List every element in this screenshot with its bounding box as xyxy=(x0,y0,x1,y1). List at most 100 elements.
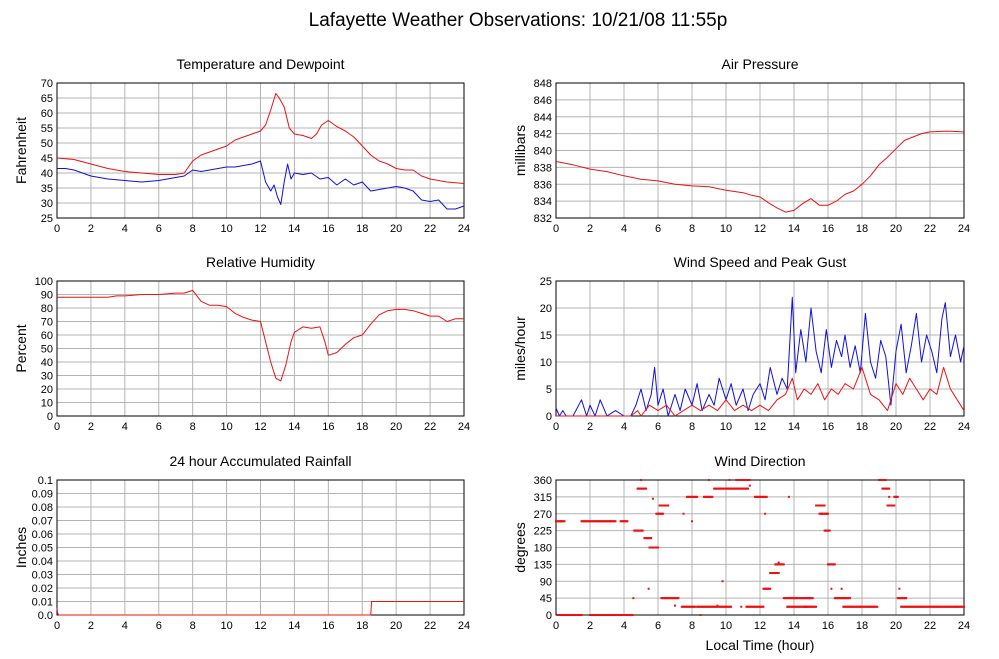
direction-point xyxy=(614,520,617,523)
direction-point xyxy=(888,487,891,490)
chart-humidity: 0 2 4 6 8 10 12 14 16 18 20 22 240102030405060708090… xyxy=(13,254,470,433)
direction-point xyxy=(632,597,635,600)
direction-point xyxy=(699,614,702,616)
y-axis-label: millibars xyxy=(512,125,528,176)
direction-point xyxy=(747,487,750,490)
direction-point xyxy=(748,479,751,481)
direction-point xyxy=(869,605,872,608)
direction-point xyxy=(808,597,811,600)
y-tick-label: 0.08 xyxy=(32,502,53,514)
x-tick-label: 0 xyxy=(54,620,60,632)
direction-point xyxy=(696,495,699,498)
series-line-1 xyxy=(555,130,965,213)
x-tick-label: 24 xyxy=(458,620,470,632)
direction-point xyxy=(830,587,833,590)
x-tick-label: 24 xyxy=(458,421,470,433)
y-tick-label: 836 xyxy=(534,179,552,191)
x-tick-label: 24 xyxy=(958,421,970,433)
y-tick-label: 848 xyxy=(534,78,552,90)
x-tick-label: 4 xyxy=(621,223,627,235)
direction-point xyxy=(888,495,891,498)
x-tick-label: 22 xyxy=(924,223,936,235)
chart-panels: 0 2 4 6 8 10 12 14 16 18 20 22 242530354045505560657… xyxy=(13,56,970,632)
x-tick-label: 0 xyxy=(54,421,60,433)
direction-point xyxy=(820,512,823,515)
plot-frame xyxy=(555,280,965,417)
direction-point xyxy=(905,597,908,600)
y-tick-label: 0 xyxy=(546,610,552,622)
y-tick-label: 0 xyxy=(546,411,552,423)
chart-title: Air Pressure xyxy=(721,56,798,72)
y-tick-label: 55 xyxy=(41,123,53,135)
chart-pressure: 0 2 4 6 8 10 12 14 16 18 20 22 248328348368388408428… xyxy=(512,56,970,235)
x-tick-label: 20 xyxy=(890,620,902,632)
x-tick-label: 6 xyxy=(156,421,162,433)
y-axis-label: Percent xyxy=(13,324,29,372)
direction-point xyxy=(640,479,642,481)
y-tick-label: 20 xyxy=(540,303,552,315)
x-tick-label: 18 xyxy=(356,620,368,632)
y-tick-label: 0.02 xyxy=(32,583,53,595)
y-tick-label: 834 xyxy=(534,196,552,208)
direction-point xyxy=(787,495,790,498)
direction-point xyxy=(898,587,901,590)
direction-point xyxy=(777,572,780,574)
direction-point xyxy=(647,587,650,590)
x-tick-label: 14 xyxy=(788,620,800,632)
x-tick-label: 6 xyxy=(655,421,661,433)
x-tick-label: 22 xyxy=(424,421,436,433)
y-tick-label: 846 xyxy=(534,95,552,107)
x-tick-label: 12 xyxy=(254,223,266,235)
x-tick-label: 8 xyxy=(190,223,196,235)
direction-point xyxy=(769,587,772,590)
direction-point xyxy=(563,520,566,523)
y-tick-label: 0 xyxy=(47,411,53,423)
direction-point xyxy=(716,604,719,607)
x-tick-label: 18 xyxy=(856,620,868,632)
direction-point xyxy=(716,605,719,608)
y-tick-label: 40 xyxy=(41,168,53,180)
y-tick-label: 10 xyxy=(41,398,53,410)
plot-frame xyxy=(56,280,465,417)
x-tick-label: 4 xyxy=(122,620,128,632)
direction-point xyxy=(674,604,676,607)
direction-point xyxy=(682,512,685,515)
direction-point xyxy=(597,520,600,523)
x-tick-label: 20 xyxy=(890,223,902,235)
x-tick-label: 18 xyxy=(856,223,868,235)
direction-point xyxy=(657,546,659,549)
y-tick-label: 25 xyxy=(540,276,552,288)
x-tick-label: 14 xyxy=(788,421,800,433)
shared-xlabel: Local Time (hour) xyxy=(706,637,815,653)
direction-point xyxy=(711,495,714,498)
chart-rain: 0 2 4 6 8 10 12 14 16 18 20 22 240.00.010.020.030.04… xyxy=(13,453,470,632)
direction-point xyxy=(823,504,826,507)
series-line-2 xyxy=(556,366,965,417)
y-tick-label: 25 xyxy=(41,213,53,225)
x-tick-label: 20 xyxy=(390,223,402,235)
y-axis-label: Inches xyxy=(13,527,29,568)
y-tick-label: 70 xyxy=(41,317,53,329)
y-tick-label: 0.01 xyxy=(32,597,53,609)
y-tick-label: 30 xyxy=(41,371,53,383)
direction-point xyxy=(954,605,957,608)
direction-point xyxy=(641,529,644,532)
y-tick-label: 15 xyxy=(540,330,552,342)
x-tick-label: 12 xyxy=(254,421,266,433)
y-tick-label: 225 xyxy=(534,526,552,538)
x-tick-label: 16 xyxy=(322,421,334,433)
x-tick-label: 2 xyxy=(88,223,94,235)
y-tick-label: 842 xyxy=(534,129,552,141)
chart-title: Wind Direction xyxy=(714,453,805,469)
direction-point xyxy=(920,605,923,608)
plot-frame xyxy=(555,479,965,616)
direction-point xyxy=(963,605,965,608)
x-tick-label: 24 xyxy=(958,223,970,235)
direction-point xyxy=(708,479,710,481)
direction-point xyxy=(721,580,724,583)
y-tick-label: 270 xyxy=(534,509,552,521)
x-tick-label: 2 xyxy=(88,620,94,632)
y-tick-label: 90 xyxy=(41,290,53,302)
